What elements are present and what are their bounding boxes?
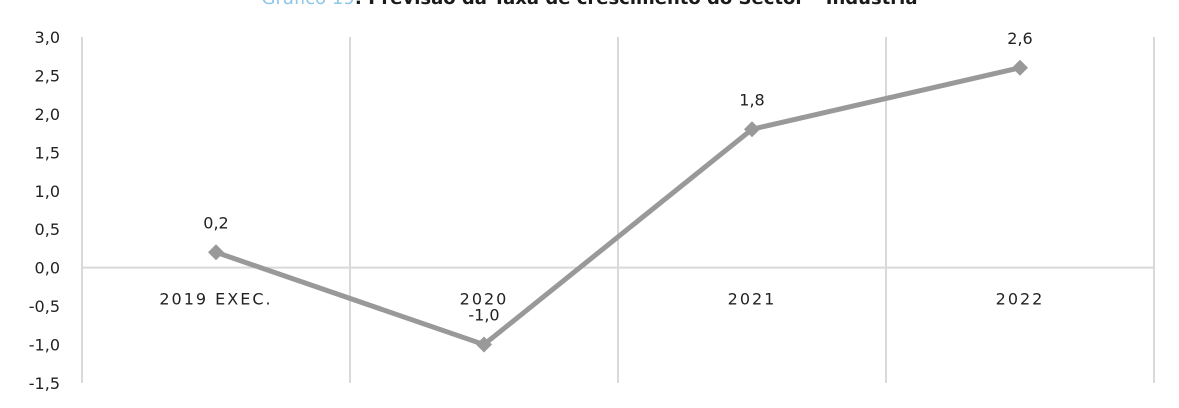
x-tick-label: 2020 bbox=[460, 290, 509, 309]
data-label: 0,2 bbox=[203, 213, 228, 232]
grid-lines bbox=[81, 37, 1155, 383]
chart-title: Gráfico 19: Previsão da Taxa de crescime… bbox=[0, 0, 1179, 9]
x-tick-label: 2021 bbox=[728, 290, 777, 309]
y-tick-label: 1,0 bbox=[35, 182, 60, 201]
y-tick-label: 1,5 bbox=[35, 143, 60, 162]
y-tick-label: 3,0 bbox=[35, 28, 60, 47]
x-tick-label: 2022 bbox=[996, 290, 1045, 309]
data-point-marker bbox=[208, 244, 224, 261]
chart-title-prefix: Gráfico 19 bbox=[262, 0, 355, 9]
chart-title-text: : Previsão da Taxa de crescimento do Sec… bbox=[355, 0, 918, 9]
data-point-marker bbox=[476, 336, 492, 353]
data-label: -1,0 bbox=[468, 306, 499, 325]
y-tick-label: -1,0 bbox=[29, 336, 60, 355]
series-line-path bbox=[215, 65, 1021, 348]
y-tick-label: 0,5 bbox=[35, 220, 60, 239]
data-label: 1,8 bbox=[739, 90, 764, 109]
data-labels: 0,2 -1,0 1,8 2,6 bbox=[203, 29, 1032, 325]
data-point-marker bbox=[744, 121, 760, 138]
y-tick-label: -0,5 bbox=[29, 297, 60, 316]
x-axis-ticks: 2019 EXEC. 2020 2021 2022 bbox=[159, 290, 1045, 309]
y-tick-label: 2,0 bbox=[35, 105, 60, 124]
y-axis-ticks: 3,0 2,5 2,0 1,5 1,0 0,5 0,0 -0,5 -1,0 -1,5 bbox=[29, 28, 60, 393]
x-tick-label: 2019 EXEC. bbox=[159, 290, 272, 309]
y-tick-label: 0,0 bbox=[35, 259, 60, 278]
y-tick-label: -1,5 bbox=[29, 374, 60, 393]
series-line bbox=[208, 59, 1028, 353]
data-point-marker bbox=[1012, 59, 1028, 76]
y-tick-label: 2,5 bbox=[35, 66, 60, 85]
data-label: 2,6 bbox=[1007, 29, 1032, 48]
